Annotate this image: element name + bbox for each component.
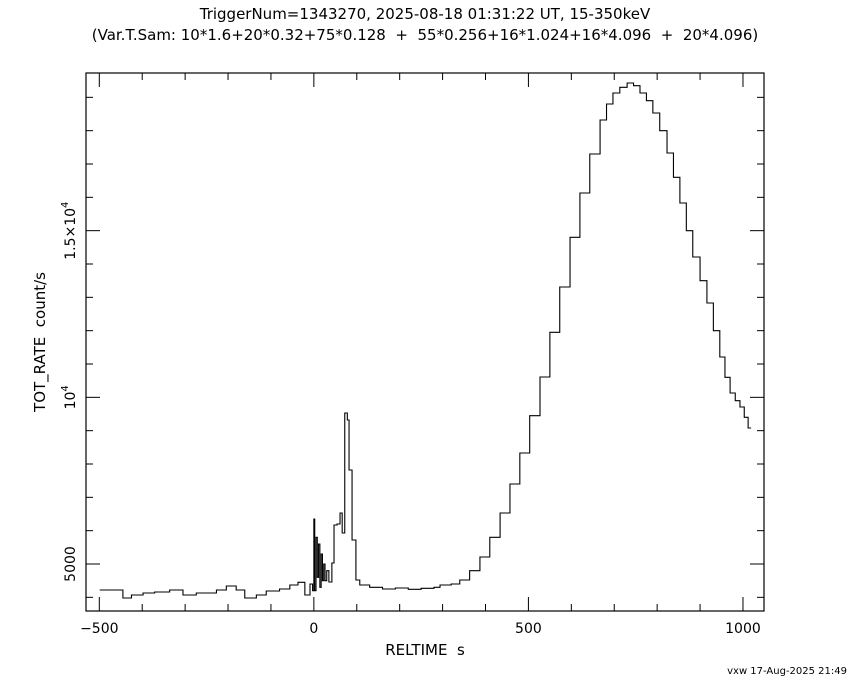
chart-title: TriggerNum=1343270, 2025-08-18 01:31:22 … <box>199 5 651 23</box>
y-tick-label-base: 1.5×10 <box>63 208 79 260</box>
y-tick-label: 5000 <box>63 546 79 582</box>
rate-series-line <box>99 82 752 599</box>
axis-ticks <box>86 73 764 611</box>
y-tick-label-base: 5000 <box>63 546 79 582</box>
y-tick-label: 104 <box>60 385 79 409</box>
x-tick-label: −500 <box>80 621 118 637</box>
y-tick-label-exponent: 4 <box>60 385 71 391</box>
x-tick-labels: −500 0 500 1000 <box>80 621 761 637</box>
chart-subtitle: (Var.T.Sam: 10*1.6+20*0.32+75*0.128 + 55… <box>92 26 758 44</box>
x-tick-label: 500 <box>515 621 542 637</box>
y-tick-label-exponent: 4 <box>60 202 71 208</box>
x-axis-label: RELTIME s <box>385 641 465 659</box>
y-axis-label: TOT_RATE count/s <box>31 272 50 413</box>
x-tick-label: 1000 <box>725 621 761 637</box>
y-tick-label: 1.5×104 <box>60 202 79 260</box>
plot-frame <box>85 72 765 612</box>
x-tick-label: 0 <box>309 621 318 637</box>
footer-stamp: vxw 17-Aug-2025 21:49 <box>727 666 847 677</box>
y-tick-label-base: 10 <box>63 392 79 410</box>
